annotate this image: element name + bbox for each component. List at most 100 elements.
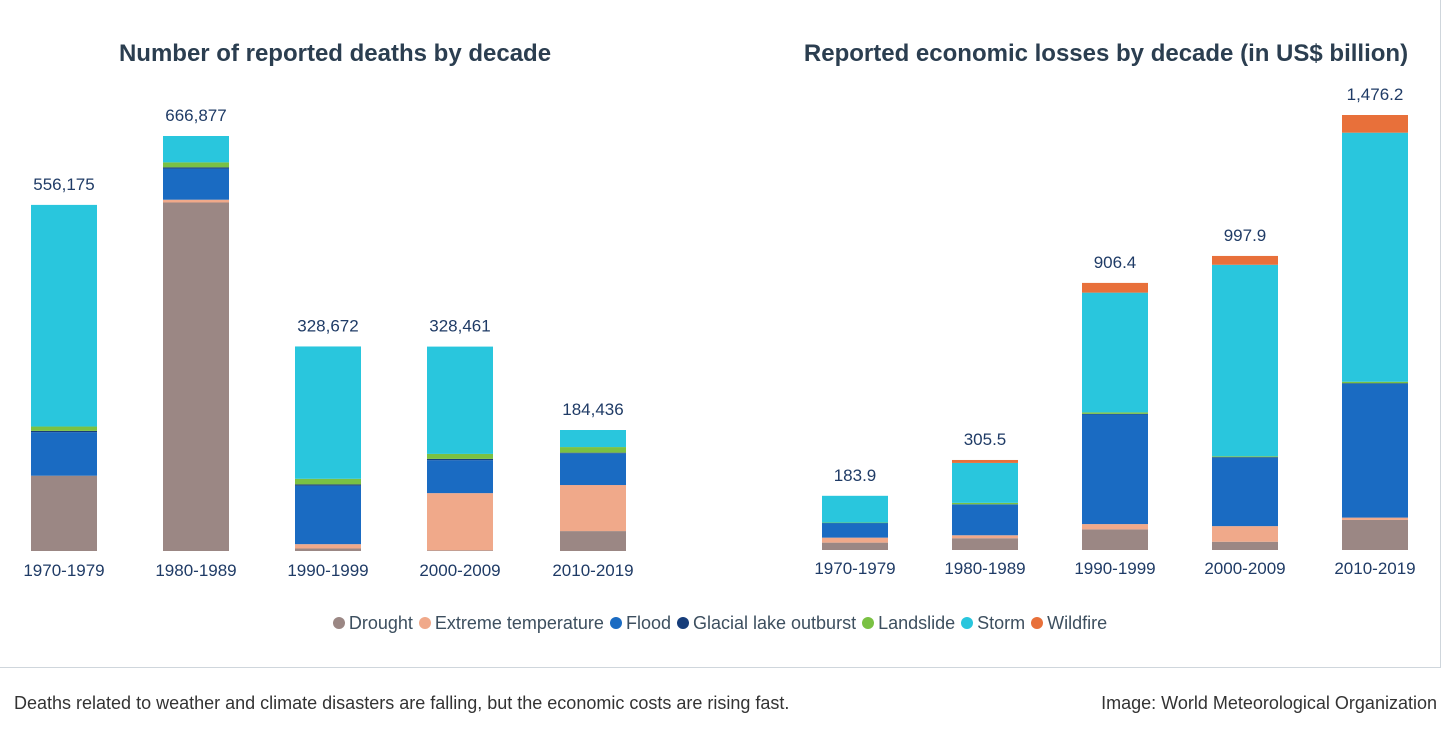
bar-segment-flood [427,460,493,494]
bar-segment-flood [295,485,361,545]
bar-segment-storm [31,204,97,427]
x-tick-label: 1970-1979 [23,561,104,580]
x-tick-label: 2000-2009 [1204,559,1285,578]
bar-segment-flood [31,432,97,476]
legend-swatch-drought [332,617,345,629]
image-credit: Image: World Meteorological Organization [1101,693,1437,713]
bar-segment-extreme-temperature [1342,517,1408,520]
bar-total-label: 184,436 [562,400,623,419]
bar-segment-landslide [952,502,1018,505]
bar-total-label: 556,175 [33,175,94,194]
bar-segment-flood [163,168,229,200]
legend-item-drought: Drought [332,612,413,634]
bar-segment-storm [295,346,361,479]
legend-label-drought: Drought [348,612,413,633]
bar-total-label: 997.9 [1224,226,1267,245]
bar-segment-glacial-lake-outburst [427,458,493,461]
bar-segment-storm [1212,264,1278,457]
bar-segment-flood [1212,457,1278,527]
bar-segment-flood [822,522,888,538]
bar-segment-drought [1082,529,1148,550]
bar-total-label: 183.9 [834,466,877,485]
x-tick-label: 2000-2009 [419,561,500,580]
legend-item-wildfire: Wildfire [1031,613,1107,634]
bar-segment-storm [560,430,626,448]
bar-segment-glacial-lake-outburst [163,167,229,169]
bar-segment-extreme-temperature [295,544,361,549]
legend-item-storm: Storm [961,613,1025,634]
legend-label-wildfire: Wildfire [1047,612,1108,633]
bar-segment-storm [427,346,493,454]
bar-segment-flood [1342,383,1408,518]
bar-segment-landslide [1212,456,1278,458]
legend-label-landslide: Landslide [878,612,956,633]
bar-segment-storm [163,136,229,163]
bar-segment-extreme-temperature [952,535,1018,539]
chart-1: Number of reported deaths by decade 556,1… [23,40,633,580]
bar-segment-flood [560,453,626,486]
x-tick-label: 1980-1989 [155,561,236,580]
bar-total-label: 328,461 [429,317,490,336]
bar-segment-wildfire [1342,115,1408,133]
bar-segment-storm [1342,132,1408,382]
bar-segment-drought [822,542,888,550]
bar-total-label: 906.4 [1094,253,1137,272]
chart-title: Number of reported deaths by decade [119,40,551,67]
x-tick-label: 2010-2019 [1334,559,1415,578]
legend-label-flood: Flood [625,612,671,633]
bar-segment-storm [1082,292,1148,413]
bar-total-label: 1,476.2 [1347,85,1404,104]
bar-segment-drought [295,548,361,551]
legend-swatch-landslide [862,617,875,629]
legend: Drought Extreme temperature Flood Glacia… [0,610,1440,636]
bar-segment-extreme-temperature [822,537,888,543]
bar-segment-drought [31,475,97,551]
legend-swatch-wildfire [1031,617,1044,629]
legend-swatch-storm [961,617,974,629]
bar-segment-wildfire [952,459,1018,463]
bar-segment-landslide [163,162,229,168]
bar-segment-landslide [295,478,361,485]
legend-label-extreme-temperature: Extreme temperature [434,612,604,633]
x-tick-label: 1980-1989 [944,559,1025,578]
legend-label-glacial-lake-outburst: Glacial lake outburst [692,612,857,633]
bar-segment-extreme-temperature [1082,524,1148,530]
legend-item-extreme-temperature: Extreme temperature [418,612,604,634]
chart-2: Reported economic losses by decade (in U… [804,40,1416,578]
bar-segment-landslide [31,426,97,431]
caption-text: Deaths related to weather and climate di… [14,693,790,713]
bar-segment-storm [952,462,1018,503]
bar-total-label: 305.5 [964,430,1007,449]
x-tick-label: 2010-2019 [552,561,633,580]
x-tick-label: 1990-1999 [1074,559,1155,578]
bar-segment-drought [560,531,626,551]
bar-segment-landslide [560,447,626,453]
bar-segment-glacial-lake-outburst [560,452,626,454]
legend-label-storm: Storm [977,612,1026,633]
legend-swatch-flood [609,617,622,629]
bar-total-label: 666,877 [165,106,226,125]
bar-segment-drought [952,538,1018,550]
footer: Deaths related to weather and climate di… [14,693,1437,721]
bar-segment-drought [1342,519,1408,550]
bar-segment-storm [822,495,888,523]
legend-swatch-extreme-temperature [418,617,431,629]
bar-segment-glacial-lake-outburst [31,430,97,433]
bar-segment-wildfire [1212,255,1278,265]
bar-segment-extreme-temperature [427,493,493,551]
bar-segment-landslide [427,453,493,459]
bar-segment-extreme-temperature [560,485,626,532]
x-tick-label: 1970-1979 [814,559,895,578]
legend-item-flood: Flood [609,612,671,634]
bar-segment-landslide [1342,381,1408,384]
bar-segment-drought [427,550,493,551]
bar-segment-drought [163,202,229,551]
bar-segment-glacial-lake-outburst [1212,457,1278,458]
bar-segment-flood [1082,414,1148,525]
chart-panel: Number of reported deaths by decade 556,1… [0,0,1441,668]
bar-segment-glacial-lake-outburst [295,484,361,486]
bar-segment-drought [1212,541,1278,550]
bar-segment-landslide [822,522,888,524]
chart-title: Reported economic losses by decade (in U… [804,40,1408,67]
legend-item-landslide: Landslide [862,613,955,634]
